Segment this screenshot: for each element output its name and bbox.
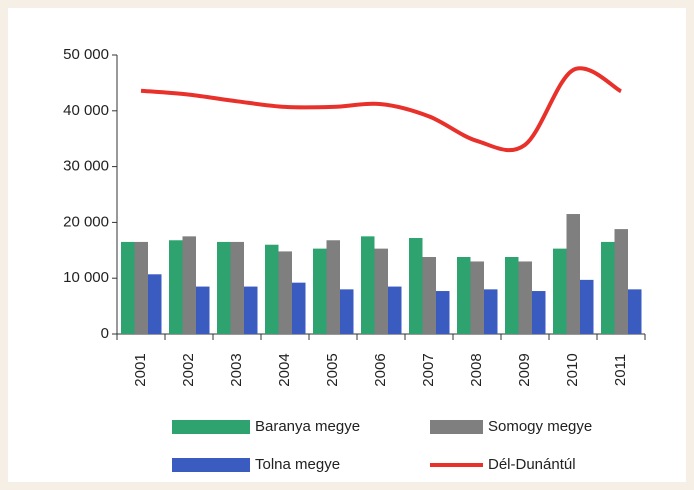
- x-tick-label: 2009: [516, 353, 533, 386]
- bar: [470, 261, 484, 334]
- bar: [628, 289, 642, 334]
- bar: [505, 256, 519, 334]
- x-tick-label: 2006: [372, 353, 389, 386]
- line: [140, 66, 623, 153]
- y-tick-label: 30 000: [63, 158, 109, 175]
- bar: [134, 241, 148, 334]
- bar: [614, 229, 628, 334]
- bar: [422, 256, 436, 334]
- bar: [518, 261, 532, 334]
- bar: [217, 241, 231, 334]
- bar: [388, 286, 402, 334]
- legend-label: Tolna megye: [255, 456, 340, 473]
- bar: [374, 248, 388, 334]
- y-tick-label: 20 000: [63, 213, 109, 230]
- y-tick-label: 50 000: [63, 46, 109, 63]
- x-tick-label: 2005: [324, 353, 341, 386]
- legend-swatch: [172, 420, 250, 434]
- x-tick-label: 2007: [420, 353, 437, 386]
- bar: [196, 286, 210, 334]
- bar: [292, 282, 306, 334]
- bar: [148, 274, 162, 334]
- y-tick-label: 40 000: [63, 102, 109, 119]
- bar: [244, 286, 258, 334]
- bar: [532, 291, 546, 334]
- y-tick-label: 10 000: [63, 269, 109, 286]
- bar: [484, 289, 498, 334]
- legend-label: Baranya megye: [255, 418, 360, 435]
- x-tick-label: 2003: [228, 353, 245, 386]
- bar: [436, 291, 450, 334]
- bar: [265, 244, 279, 334]
- bar: [313, 248, 327, 334]
- x-tick-label: 2004: [276, 353, 293, 386]
- panel: [8, 8, 686, 482]
- bar: [566, 214, 580, 334]
- x-tick-label: 2008: [468, 353, 485, 386]
- y-tick-label: 0: [101, 325, 109, 342]
- x-tick-label: 2002: [180, 353, 197, 386]
- legend-swatch: [172, 458, 250, 472]
- bar: [340, 289, 354, 334]
- bar: [457, 256, 471, 334]
- bar: [409, 238, 423, 334]
- legend-label: Somogy megye: [488, 418, 592, 435]
- bar: [230, 241, 244, 334]
- x-tick-label: 2010: [564, 353, 581, 386]
- bar: [278, 251, 292, 334]
- bar: [326, 240, 340, 334]
- bar: [182, 236, 196, 334]
- x-tick-label: 2001: [132, 353, 149, 386]
- bar: [601, 241, 615, 334]
- bar: [553, 248, 567, 334]
- legend-label: Dél-Dunántúl: [488, 456, 576, 473]
- bar: [121, 241, 135, 334]
- bar: [169, 240, 183, 334]
- x-tick-label: 2011: [612, 354, 629, 386]
- legend-swatch: [430, 420, 483, 434]
- bar: [580, 279, 594, 334]
- bar: [361, 236, 375, 334]
